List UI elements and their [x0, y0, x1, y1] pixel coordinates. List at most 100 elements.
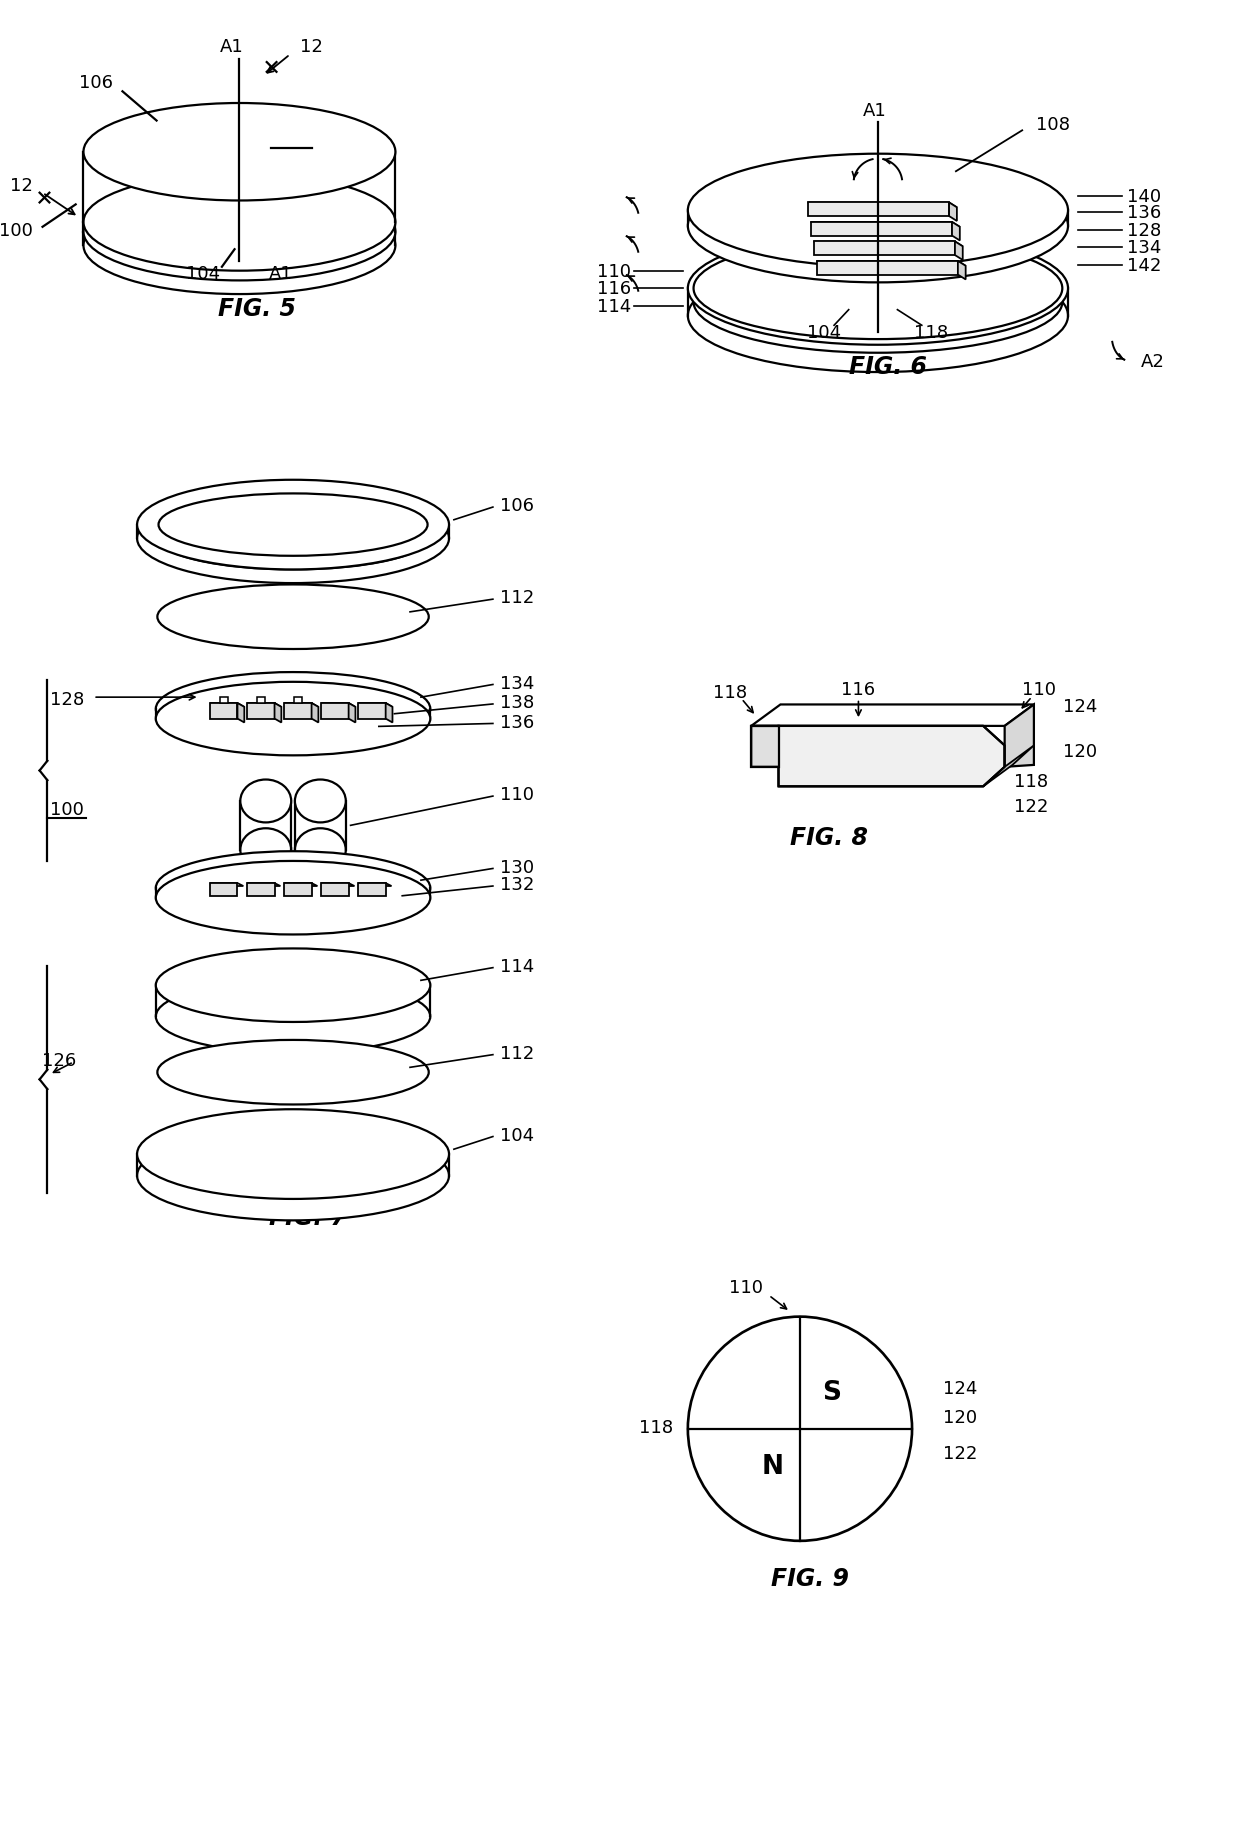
Polygon shape: [358, 883, 386, 896]
Polygon shape: [811, 224, 960, 227]
Text: 132: 132: [500, 876, 534, 894]
Text: 118: 118: [713, 683, 746, 702]
Ellipse shape: [688, 260, 1068, 374]
Ellipse shape: [241, 780, 291, 823]
Text: 130: 130: [500, 857, 534, 876]
Polygon shape: [813, 242, 955, 256]
Text: 104: 104: [807, 324, 842, 343]
Polygon shape: [807, 203, 949, 216]
Polygon shape: [219, 698, 228, 703]
Polygon shape: [247, 883, 274, 896]
Polygon shape: [751, 727, 779, 768]
Polygon shape: [386, 703, 393, 724]
Ellipse shape: [159, 495, 428, 557]
Ellipse shape: [688, 233, 1068, 346]
Text: A1: A1: [269, 264, 293, 282]
Polygon shape: [311, 703, 319, 724]
Ellipse shape: [138, 495, 449, 584]
Text: 120: 120: [1063, 742, 1097, 760]
Text: 100: 100: [0, 222, 32, 240]
Polygon shape: [1004, 705, 1034, 768]
Polygon shape: [247, 883, 280, 887]
Ellipse shape: [156, 852, 430, 925]
Text: A1: A1: [219, 38, 243, 57]
Ellipse shape: [156, 949, 430, 1022]
Text: 136: 136: [1126, 203, 1161, 222]
Text: 122: 122: [1014, 797, 1049, 815]
Polygon shape: [955, 242, 962, 260]
Polygon shape: [321, 883, 348, 896]
Text: 124: 124: [944, 1379, 977, 1398]
Text: N: N: [761, 1453, 784, 1478]
Polygon shape: [321, 703, 348, 720]
Text: 142: 142: [1126, 256, 1161, 275]
Text: S: S: [822, 1379, 841, 1405]
Polygon shape: [211, 703, 238, 720]
Text: 114: 114: [500, 956, 534, 975]
Polygon shape: [284, 883, 317, 887]
Ellipse shape: [138, 1130, 449, 1220]
Polygon shape: [358, 703, 393, 707]
Text: FIG. 8: FIG. 8: [790, 826, 868, 850]
Polygon shape: [257, 698, 265, 703]
Polygon shape: [284, 703, 319, 707]
Ellipse shape: [241, 828, 291, 872]
Text: 110: 110: [729, 1279, 763, 1297]
Ellipse shape: [295, 780, 346, 823]
Polygon shape: [957, 262, 966, 280]
Polygon shape: [348, 703, 356, 724]
Text: 122: 122: [944, 1444, 977, 1462]
Text: 126: 126: [42, 1052, 76, 1070]
Text: 140: 140: [1126, 187, 1161, 205]
Ellipse shape: [693, 238, 1063, 341]
Polygon shape: [247, 703, 281, 707]
Ellipse shape: [83, 198, 396, 295]
Ellipse shape: [157, 1041, 429, 1105]
Text: FIG. 5: FIG. 5: [218, 297, 296, 321]
Polygon shape: [807, 203, 957, 209]
Text: FIG. 9: FIG. 9: [771, 1566, 848, 1590]
Polygon shape: [816, 262, 966, 267]
Text: 12: 12: [10, 176, 32, 194]
Polygon shape: [321, 703, 356, 707]
Text: 112: 112: [500, 1044, 534, 1063]
Ellipse shape: [156, 672, 430, 746]
Polygon shape: [211, 703, 244, 707]
Text: 116: 116: [598, 280, 631, 299]
Polygon shape: [952, 224, 960, 242]
Polygon shape: [238, 703, 244, 724]
Text: FIG. 7: FIG. 7: [269, 1205, 347, 1229]
Text: 100: 100: [50, 801, 84, 819]
Polygon shape: [983, 746, 1034, 788]
Polygon shape: [321, 883, 355, 887]
Ellipse shape: [138, 480, 449, 570]
Ellipse shape: [693, 251, 1063, 354]
Polygon shape: [751, 705, 1034, 727]
Text: 134: 134: [1126, 240, 1161, 256]
Polygon shape: [294, 698, 301, 703]
Polygon shape: [811, 224, 952, 236]
Text: 136: 136: [500, 713, 534, 731]
Text: 134: 134: [500, 674, 534, 692]
Text: 120: 120: [944, 1409, 977, 1427]
Ellipse shape: [83, 183, 396, 282]
Text: 118: 118: [1014, 773, 1049, 791]
Text: 128: 128: [50, 691, 84, 709]
Text: 138: 138: [500, 694, 534, 711]
Polygon shape: [358, 883, 392, 887]
Ellipse shape: [295, 828, 346, 872]
Polygon shape: [358, 703, 386, 720]
Ellipse shape: [157, 584, 429, 650]
Text: 12: 12: [300, 38, 322, 57]
Ellipse shape: [138, 1110, 449, 1200]
Text: 104: 104: [500, 1127, 534, 1143]
Ellipse shape: [83, 104, 396, 202]
Text: A1: A1: [863, 103, 887, 119]
Ellipse shape: [156, 683, 430, 757]
Text: 106: 106: [78, 73, 113, 92]
Text: 118: 118: [914, 324, 949, 343]
Text: 128: 128: [1126, 222, 1161, 240]
Text: A2: A2: [1141, 354, 1166, 372]
Polygon shape: [284, 703, 311, 720]
Polygon shape: [751, 727, 1004, 788]
